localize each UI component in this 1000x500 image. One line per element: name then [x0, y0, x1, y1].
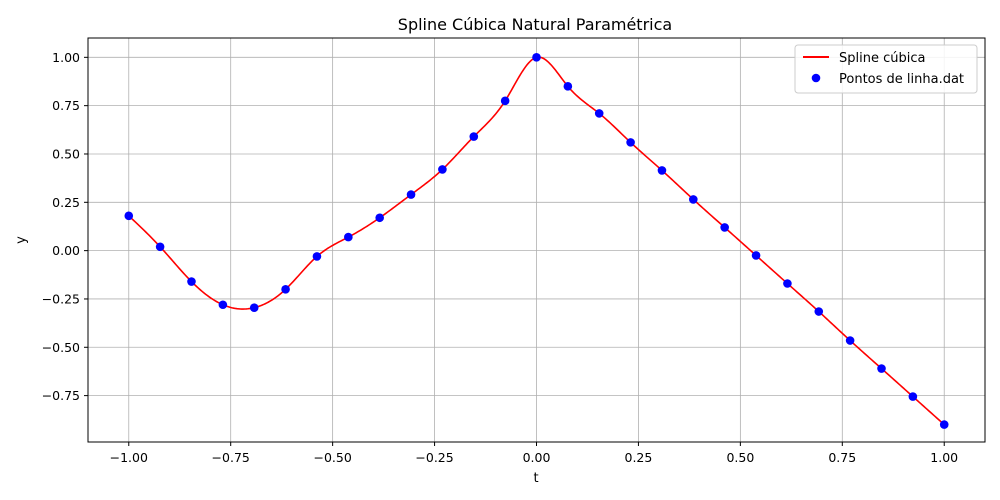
- x-tick-label: −0.25: [415, 450, 453, 465]
- data-point: [814, 307, 824, 316]
- tick-labels: −1.00 −0.75 −0.50 −0.25 0.00 0.25 0.50 0.75 1.00…: [42, 50, 958, 465]
- data-point: [438, 165, 447, 174]
- points-series: [124, 53, 949, 429]
- data-point: [720, 223, 729, 232]
- data-point: [375, 213, 384, 223]
- x-tick-label: −0.75: [212, 450, 250, 465]
- legend: Spline cúbica Pontos de linha.dat: [794, 44, 978, 94]
- data-point: [406, 190, 416, 199]
- legend-marker-swatch: [811, 73, 821, 83]
- y-tick-label: −0.50: [42, 340, 80, 355]
- y-tick-label: −0.25: [42, 291, 80, 306]
- data-point: [657, 166, 667, 175]
- y-tick-label: 0.00: [52, 243, 80, 258]
- x-axis-label: t: [533, 471, 538, 486]
- grid-lines: [88, 38, 985, 442]
- chart-title: Spline Cúbica Natural Paramétrica: [398, 15, 672, 34]
- x-tick-label: 0.50: [726, 450, 754, 465]
- data-point: [626, 138, 635, 147]
- data-point: [249, 303, 259, 312]
- legend-label-points: Pontos de linha.dat: [839, 72, 964, 87]
- data-point: [218, 300, 228, 310]
- data-point: [469, 132, 479, 141]
- y-tick-label: 0.25: [52, 195, 80, 210]
- legend-box: [794, 44, 978, 94]
- legend-label-spline: Spline cúbica: [839, 51, 925, 66]
- data-point: [594, 109, 604, 118]
- x-tick-label: −0.50: [313, 450, 351, 465]
- data-point: [281, 284, 290, 294]
- data-point: [563, 82, 573, 91]
- x-tick-label: −1.00: [110, 450, 148, 465]
- data-point: [751, 251, 761, 260]
- y-tick-label: 0.50: [52, 146, 80, 161]
- data-point: [783, 279, 792, 288]
- y-axis-label: y: [14, 236, 29, 244]
- y-tick-label: 1.00: [52, 50, 80, 65]
- data-point: [845, 336, 855, 345]
- y-tick-label: −0.75: [42, 388, 80, 403]
- data-point: [532, 53, 541, 62]
- data-point: [124, 211, 134, 221]
- data-point: [939, 420, 949, 429]
- data-point: [500, 96, 510, 106]
- x-tick-label: 0.25: [625, 450, 653, 465]
- data-point: [877, 364, 886, 373]
- x-tick-label: 0.00: [523, 450, 551, 465]
- data-point: [908, 392, 918, 401]
- data-point: [344, 232, 353, 242]
- y-tick-label: 0.75: [52, 98, 80, 113]
- data-point: [187, 277, 196, 286]
- x-tick-label: 0.75: [828, 450, 856, 465]
- data-point: [689, 195, 698, 204]
- x-tick-label: 1.00: [930, 450, 958, 465]
- data-point: [312, 252, 322, 261]
- data-point: [155, 242, 165, 252]
